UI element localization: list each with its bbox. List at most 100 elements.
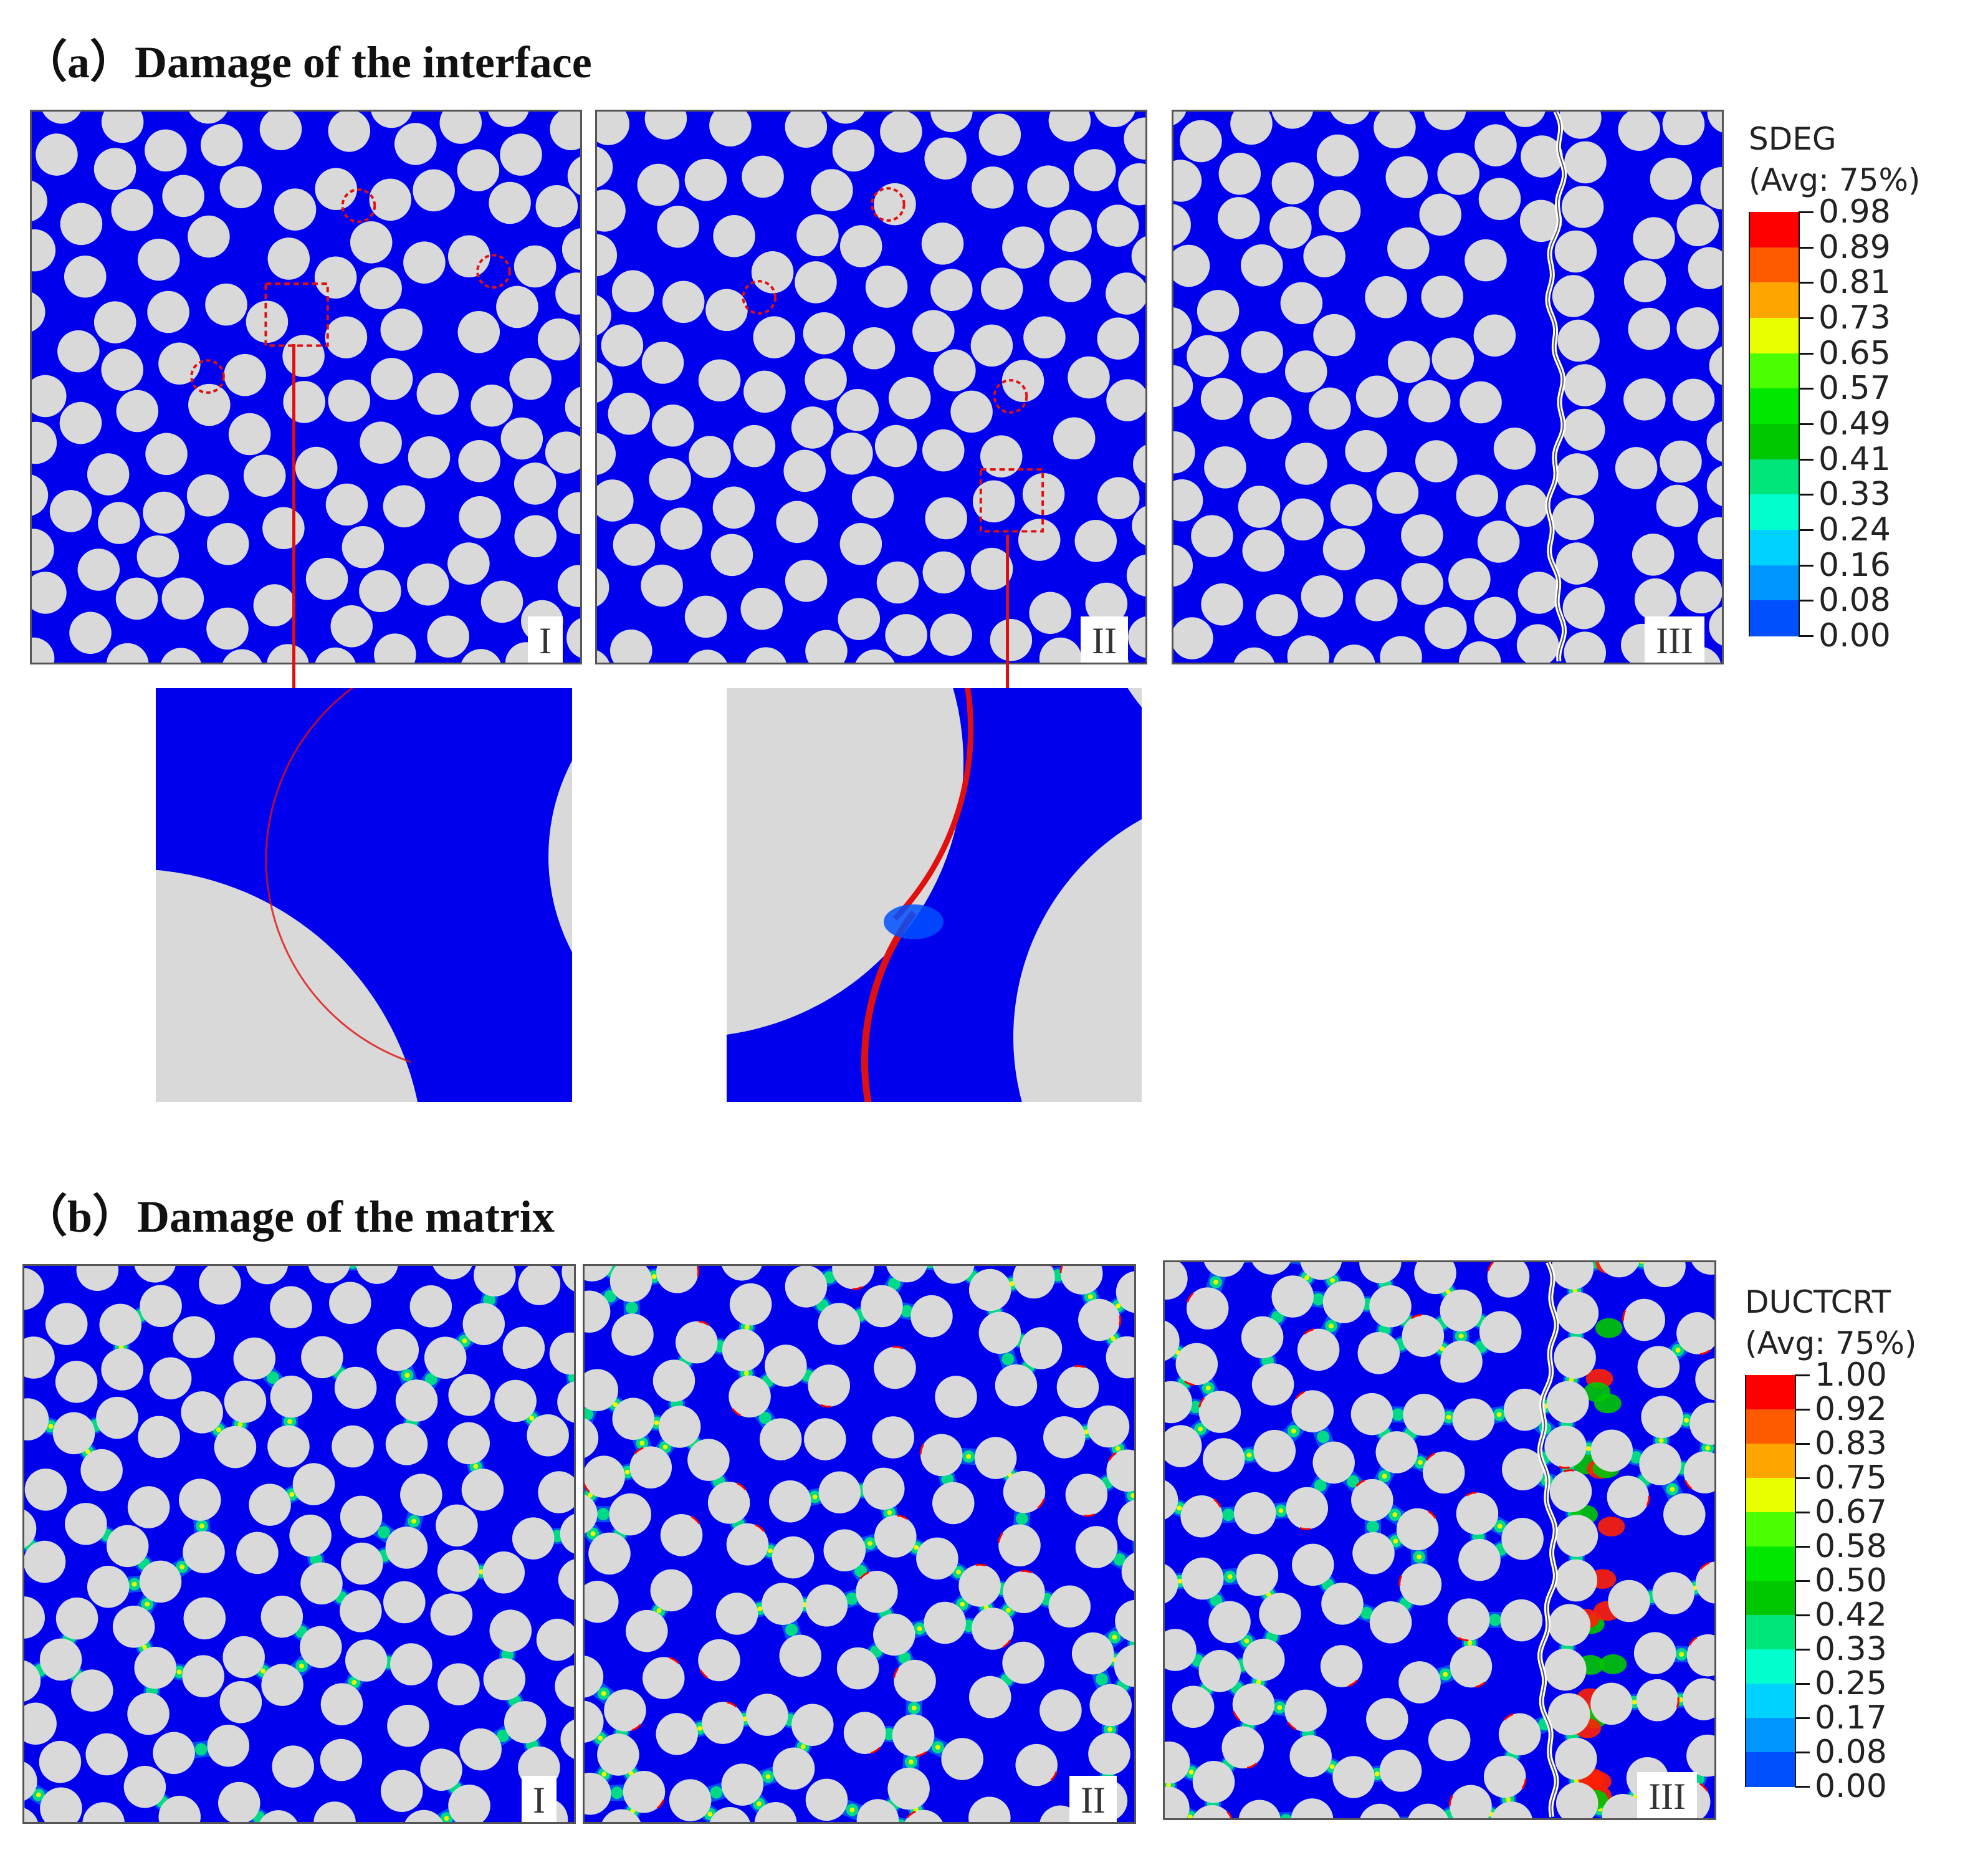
legend-tick [1795,1717,1810,1719]
legend-value: 0.92 [1815,1391,1887,1428]
legend-swatch [1749,600,1800,636]
panel-label: II [1081,616,1128,663]
legend-swatch [1749,282,1800,319]
legend-value: 0.49 [1818,405,1891,443]
legend-tick [1795,1477,1810,1479]
legend-swatch [1749,388,1800,424]
legend-swatch [1745,1375,1796,1410]
legend-swatch [1749,212,1800,248]
legend-tick [1795,1580,1810,1582]
legend-tick [1795,1614,1810,1616]
legend-swatch [1749,494,1800,530]
legend-swatch [1745,1615,1796,1650]
legend-value: 0.73 [1818,299,1891,337]
legend-value: 1.00 [1815,1356,1887,1394]
legend-value: 0.00 [1815,1768,1887,1805]
legend-value: 0.83 [1815,1425,1887,1462]
legend-value: 0.24 [1818,511,1891,549]
legend-tick [1795,1409,1810,1411]
zoom-connector-2 [1006,535,1009,688]
legend-swatch [1749,530,1800,566]
legend-tick [1799,388,1814,390]
legend-swatch [1745,1649,1796,1684]
ductcrt-legend: DUCTCRT (Avg: 75%) 1.00 0.92 0.83 0.75 0.67 0… [1745,1282,1969,1803]
legend-value: 0.33 [1818,476,1891,514]
legend-swatch [1749,459,1800,496]
section-b-title: （b）Damage of the matrix [22,1192,555,1242]
legend-value: 0.42 [1815,1596,1887,1634]
legend-tick [1799,282,1814,284]
matrix-panel-3: III [1163,1260,1716,1820]
legend-value: 0.08 [1818,582,1891,620]
zoom-detail-1 [156,688,572,1102]
legend-scale: 1.00 0.92 0.83 0.75 0.67 0.58 0.50 0.42 0.33 0.25… [1745,1358,1969,1803]
zoom-connector-1 [292,344,295,688]
section-a-title: （a）Damage of the interface [22,37,592,87]
legend-value: 0.25 [1815,1665,1887,1702]
legend-value: 0.58 [1815,1528,1887,1565]
legend-value: 0.33 [1815,1631,1887,1668]
legend-value: 0.89 [1818,228,1891,266]
legend-swatch [1745,1581,1796,1616]
fiber-field [597,112,1145,663]
legend-tick [1795,1443,1810,1445]
legend-variable: DUCTCRT [1745,1284,1891,1320]
legend-value: 0.98 [1818,193,1891,231]
legend-tick [1795,1683,1810,1685]
panel-label: III [1637,1772,1697,1818]
legend-tick [1799,529,1814,531]
legend-tick [1795,1512,1810,1513]
legend-swatch [1749,318,1800,354]
zoom-detail-graphic [727,688,1142,1102]
interface-panel-1: I [30,110,582,664]
legend-swatch [1745,1684,1796,1718]
legend-swatch [1745,1718,1796,1753]
fiber-field [24,1266,574,1822]
interface-panel-2: II [595,110,1147,664]
legend-tick [1799,211,1814,213]
legend-value: 0.50 [1815,1562,1887,1599]
legend-value: 0.75 [1815,1459,1887,1497]
legend-tick [1795,1752,1810,1753]
legend-tick [1795,1374,1810,1376]
legend-tick [1799,423,1814,425]
legend-swatch [1749,353,1800,390]
sdeg-legend: SDEG (Avg: 75%) 0.98 0.89 0.81 0.73 0.65 0.57… [1749,118,1973,653]
legend-swatch [1749,424,1800,460]
interface-panel-3: III [1172,110,1724,664]
legend-swatch [1745,1478,1796,1513]
legend-value: 0.67 [1815,1493,1887,1531]
legend-variable: SDEG [1749,121,1837,157]
legend-tick [1799,635,1814,637]
legend-value: 0.57 [1818,370,1891,408]
legend-swatch [1745,1444,1796,1479]
legend-swatch [1745,1752,1796,1787]
legend-value: 0.08 [1815,1733,1887,1771]
legend-value: 0.41 [1818,440,1891,478]
fiber-field [585,1266,1134,1822]
legend-value: 0.65 [1818,334,1891,372]
fiber-field [1173,112,1722,663]
legend-tick [1799,458,1814,461]
legend-tick [1799,246,1814,249]
legend-swatch [1745,1409,1796,1444]
panel-label: III [1645,616,1704,663]
legend-averaging: (Avg: 75%) [1749,162,1921,198]
legend-swatch [1749,565,1800,602]
matrix-panel-2: II [583,1264,1136,1824]
panel-label: I [522,1776,557,1822]
legend-swatch [1745,1512,1796,1547]
legend-value: 0.16 [1818,546,1891,584]
legend-scale: 0.98 0.89 0.81 0.73 0.65 0.57 0.49 0.41 0.33 0.24… [1749,195,1973,653]
legend-tick [1799,352,1814,355]
legend-swatch [1749,247,1800,284]
panel-label: II [1069,1776,1117,1822]
fiber-field [1165,1262,1714,1818]
legend-tick [1795,1546,1810,1548]
legend-tick [1799,564,1814,567]
legend-value: 0.00 [1818,617,1891,654]
legend-tick [1795,1786,1810,1788]
legend-tick [1799,600,1814,602]
fiber-field [32,112,580,663]
legend-swatch [1745,1546,1796,1581]
